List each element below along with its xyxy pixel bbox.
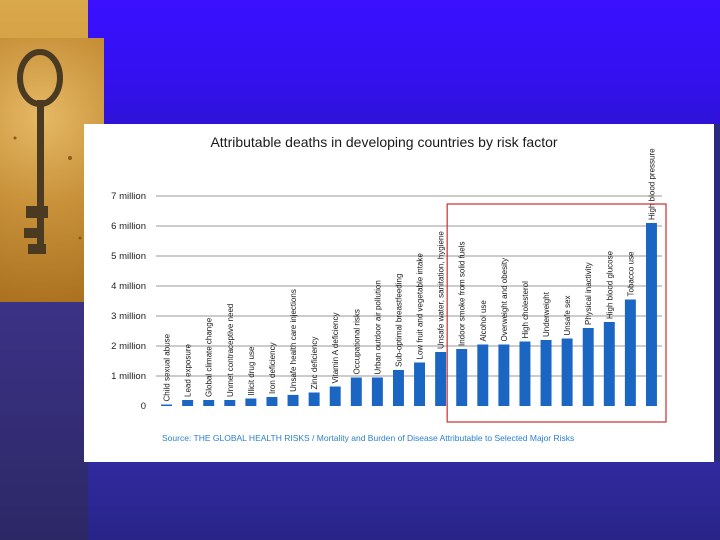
bar-category-label: Overweight and obesity <box>500 258 509 342</box>
bar-category-label: Child sexual abuse <box>163 333 172 401</box>
bar <box>456 349 468 406</box>
chart-title: Attributable deaths in developing countr… <box>210 134 558 150</box>
bar-category-label: Indoor smoke from solid fuels <box>458 242 467 347</box>
y-tick-label: 4 million <box>111 281 146 292</box>
bar-chart: 0 1 million 2 million 3 million 4 million 5 m… <box>111 148 667 423</box>
left-decor-lower <box>0 300 88 540</box>
bar-category-label: Unsafe health care injections <box>289 289 298 392</box>
bar-category-label: High cholesterol <box>521 281 530 339</box>
bar-category-label: Tobacco use <box>626 251 635 296</box>
bar <box>435 352 447 406</box>
bar-category-label: Global climate change <box>205 317 214 397</box>
y-tick-label: 5 million <box>111 251 146 262</box>
bar <box>603 322 615 406</box>
bar-category-label: Illicit drug use <box>247 346 256 395</box>
y-tick-label: 6 million <box>111 221 146 232</box>
bar <box>224 400 236 406</box>
bar-category-label: Urban outdoor air pollution <box>373 280 382 374</box>
bar <box>245 398 257 406</box>
bar-category-label: Vitamin A deficiency <box>331 312 340 383</box>
bar-category-label: High blood pressure <box>647 148 656 220</box>
bar-category-label: Occupational risks <box>352 309 361 374</box>
bar <box>203 400 215 406</box>
bar <box>645 223 657 406</box>
highlight-box <box>446 203 667 423</box>
bar <box>308 392 320 406</box>
bar <box>392 370 404 406</box>
bar <box>624 299 636 406</box>
bar <box>477 344 489 406</box>
bar-category-label: Iron deficiency <box>268 342 277 394</box>
chart-panel: Attributable deaths in developing countr… <box>84 124 714 462</box>
bar <box>561 338 573 406</box>
bar <box>182 400 194 406</box>
y-tick-label: 3 million <box>111 311 146 322</box>
bar-category-label: Sub-optimal breastfeeding <box>394 274 403 367</box>
bar-category-label: High blood glucose <box>605 250 614 319</box>
bar <box>540 340 552 406</box>
slide-header-band <box>88 0 720 124</box>
bar <box>161 404 173 406</box>
bar <box>414 362 426 406</box>
key-icon <box>13 49 82 254</box>
y-tick-label: 7 million <box>111 191 146 202</box>
y-tick-label: 1 million <box>111 371 146 382</box>
bar <box>329 386 341 406</box>
bar-category-label: Alcohol use <box>479 300 488 342</box>
bar-category-label: Low fruit and vegetable intake <box>416 253 425 360</box>
bar <box>287 394 299 406</box>
y-tick-label: 0 <box>141 401 146 412</box>
bar <box>519 341 531 406</box>
bar <box>350 377 362 406</box>
bar <box>498 344 510 406</box>
bar <box>371 377 383 406</box>
bar-category-label: Lead exposure <box>184 344 193 397</box>
bar-category-label: Physical inactivity <box>584 262 593 325</box>
slide-footer-band <box>88 462 720 540</box>
bar-category-label: Zinc deficiency <box>310 337 319 390</box>
bar <box>582 328 594 406</box>
bar-category-label: Unmet contraceptive need <box>226 304 235 397</box>
bar-category-label: Underweight <box>542 291 551 337</box>
y-tick-label: 2 million <box>111 341 146 352</box>
bar-category-label: Unsafe sex <box>563 295 572 335</box>
chart-source: Source: THE GLOBAL HEALTH RISKS / Mortal… <box>162 433 575 443</box>
bar-category-label: Unsafe water, sanitation, hygiene <box>437 231 446 349</box>
bar <box>266 397 278 406</box>
